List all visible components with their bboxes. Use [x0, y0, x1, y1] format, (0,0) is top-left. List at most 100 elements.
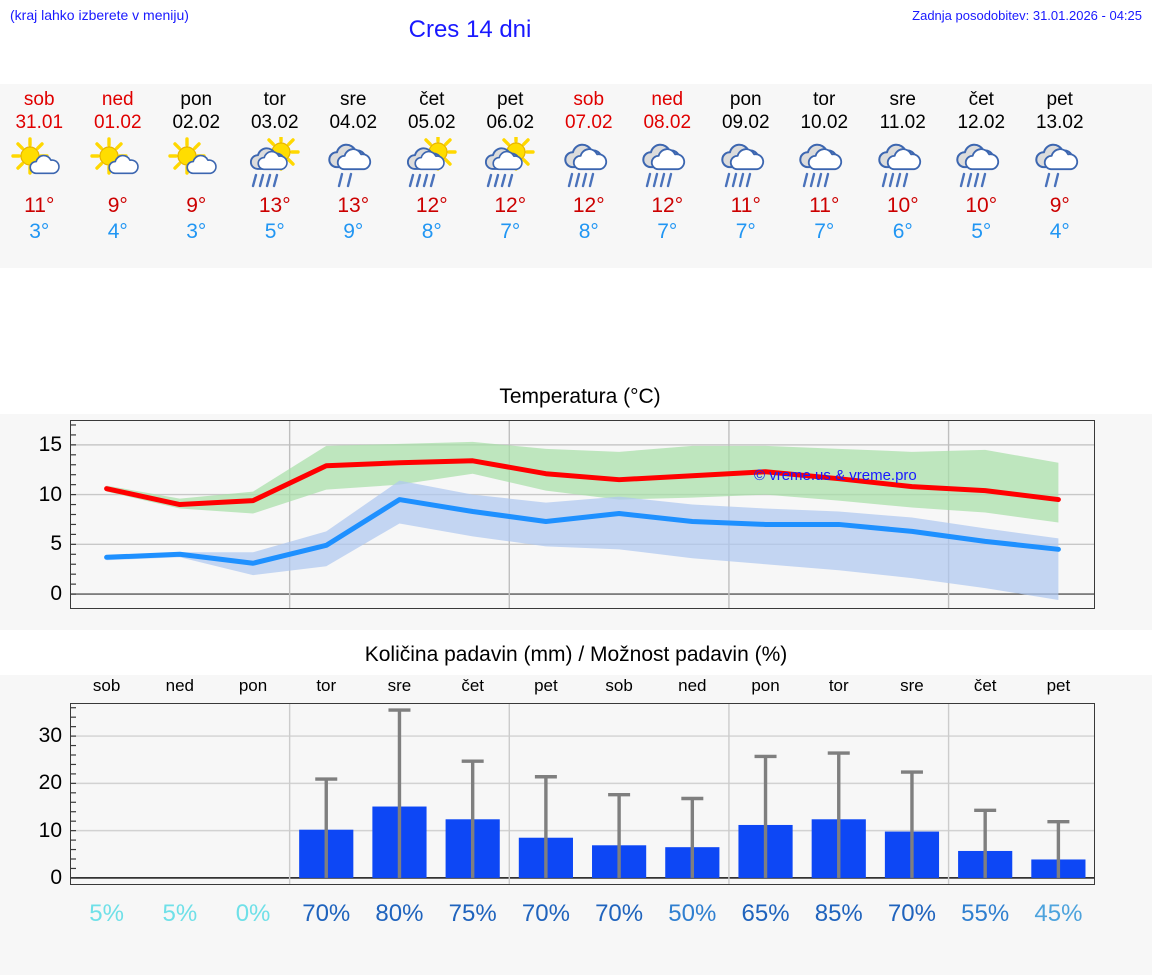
day-name: tor	[263, 89, 286, 110]
min-temperature: 4°	[1049, 220, 1070, 243]
weather-icon-container	[948, 137, 1014, 189]
day-name: tor	[813, 89, 836, 110]
max-temperature: 13°	[337, 194, 370, 217]
max-temperature: 10°	[965, 194, 998, 217]
page-title: Cres 14 dni	[408, 16, 532, 43]
day-date: 11.02	[879, 112, 926, 133]
forecast-strip: sob 31.01 11° 3° ned 01.02 9° 4° pon 02.02 9° 3° tor…	[0, 84, 1152, 268]
forecast-day-column[interactable]: čet 12.02 10° 5°	[942, 84, 1021, 268]
precipitation-day-label: ned	[165, 676, 194, 695]
forecast-day-column[interactable]: sre 04.02 13° 9°	[314, 84, 393, 268]
day-date: 08.02	[643, 112, 692, 133]
forecast-day-column[interactable]: pet 06.02 12° 7°	[471, 84, 550, 268]
forecast-day-column[interactable]: sob 31.01 11° 3°	[0, 84, 79, 268]
weather-icon-container	[399, 137, 465, 189]
min-temperature: 3°	[29, 220, 50, 243]
min-temperature: 4°	[107, 220, 128, 243]
min-temperature: 6°	[892, 220, 913, 243]
day-date: 10.02	[800, 112, 849, 133]
max-temperature: 9°	[1049, 194, 1070, 217]
precipitation-chart-title: Količina padavin (mm) / Možnost padavin …	[364, 643, 788, 666]
weather-icon-container	[634, 137, 700, 189]
day-name: čet	[419, 89, 445, 110]
precipitation-day-label: sre	[387, 676, 412, 695]
forecast-day-column[interactable]: ned 08.02 12° 7°	[628, 84, 707, 268]
max-temperature: 11°	[24, 194, 55, 217]
weather-icon-container	[870, 137, 936, 189]
precipitation-probability-label: 70%	[887, 900, 936, 927]
precipitation-y-tick: 0	[50, 865, 62, 889]
sun-cloud-rain-icon	[406, 137, 457, 188]
day-date: 03.02	[250, 112, 299, 133]
day-date: 04.02	[329, 112, 378, 133]
min-temperature: 7°	[500, 220, 521, 243]
precipitation-day-label: ned	[678, 676, 707, 695]
temperature-y-tick: 0	[50, 582, 62, 606]
day-date: 13.02	[1035, 112, 1084, 133]
max-temperature: 12°	[494, 194, 527, 217]
cloud-light-rain-icon	[328, 143, 372, 188]
day-date: 02.02	[172, 112, 221, 133]
precipitation-probability-label: 85%	[814, 900, 863, 927]
min-temperature: 8°	[578, 220, 599, 243]
day-name: ned	[101, 89, 134, 110]
weather-icon-container	[85, 137, 151, 189]
cloud-rain-icon	[721, 143, 764, 188]
max-temperature: 11°	[730, 194, 761, 217]
day-date: 05.02	[407, 112, 456, 133]
forecast-day-column[interactable]: pon 02.02 9° 3°	[157, 84, 236, 268]
min-temperature: 9°	[343, 220, 364, 243]
day-name: sob	[573, 89, 605, 110]
forecast-day-column[interactable]: ned 01.02 9° 4°	[79, 84, 158, 268]
forecast-day-column[interactable]: sre 11.02 10° 6°	[864, 84, 943, 268]
weather-icon-container	[320, 137, 386, 189]
day-date: 06.02	[486, 112, 535, 133]
min-temperature: 5°	[971, 220, 992, 243]
forecast-day-column[interactable]: pet 13.02 9° 4°	[1021, 84, 1100, 268]
day-name: ned	[651, 89, 684, 110]
header-bar: (kraj lahko izberete v meniju) Cres 14 d…	[0, 0, 1152, 60]
sun-cloud-rain-icon	[249, 137, 300, 188]
precipitation-day-labels: sob ned pon tor sre čet pet sob ned pon tor sre čet p…	[0, 676, 1152, 698]
min-temperature: 7°	[657, 220, 678, 243]
precipitation-day-label: sob	[605, 676, 633, 695]
precipitation-probability-label: 65%	[741, 900, 790, 927]
forecast-day-column[interactable]: pon 09.02 11° 7°	[707, 84, 786, 268]
day-date: 31.01	[15, 112, 64, 133]
precipitation-probability-label: 70%	[595, 900, 644, 927]
forecast-day-column[interactable]: čet 05.02 12° 8°	[393, 84, 472, 268]
temperature-y-tick: 5	[50, 532, 62, 556]
sun-cloud-icon	[11, 137, 60, 175]
weather-icon-container	[163, 137, 229, 189]
precipitation-day-label: pet	[534, 676, 558, 695]
precipitation-plot-frame	[70, 703, 1095, 885]
min-temperature: 5°	[264, 220, 285, 243]
menu-hint: (kraj lahko izberete v meniju)	[10, 7, 189, 23]
day-date: 07.02	[564, 112, 613, 133]
day-name: pet	[1046, 89, 1073, 110]
max-temperature: 13°	[258, 194, 291, 217]
forecast-day-column[interactable]: sob 07.02 12° 8°	[550, 84, 629, 268]
weather-icon-container	[242, 137, 308, 189]
max-temperature: 10°	[886, 194, 919, 217]
temperature-plot-frame	[70, 420, 1095, 609]
precipitation-day-label: pet	[1046, 676, 1071, 695]
max-temperature: 12°	[415, 194, 448, 217]
forecast-day-column[interactable]: tor 03.02 13° 5°	[236, 84, 315, 268]
forecast-day-column[interactable]: tor 10.02 11° 7°	[785, 84, 864, 268]
day-date: 09.02	[721, 112, 770, 133]
precipitation-day-label: tor	[828, 676, 849, 695]
precipitation-day-label: čet	[973, 676, 997, 695]
sun-cloud-icon	[168, 137, 217, 175]
sun-cloud-icon	[90, 137, 139, 175]
precipitation-day-label: pon	[751, 676, 780, 695]
precipitation-probability-label: 50%	[668, 900, 717, 927]
min-temperature: 8°	[421, 220, 442, 243]
day-name: sre	[889, 89, 916, 110]
min-temperature: 7°	[814, 220, 835, 243]
precipitation-probability-label: 0%	[235, 900, 271, 927]
precipitation-probability-label: 55%	[961, 900, 1010, 927]
weather-icon-container	[791, 137, 857, 189]
precipitation-probability-label: 70%	[521, 900, 570, 927]
cloud-rain-icon	[642, 143, 686, 188]
